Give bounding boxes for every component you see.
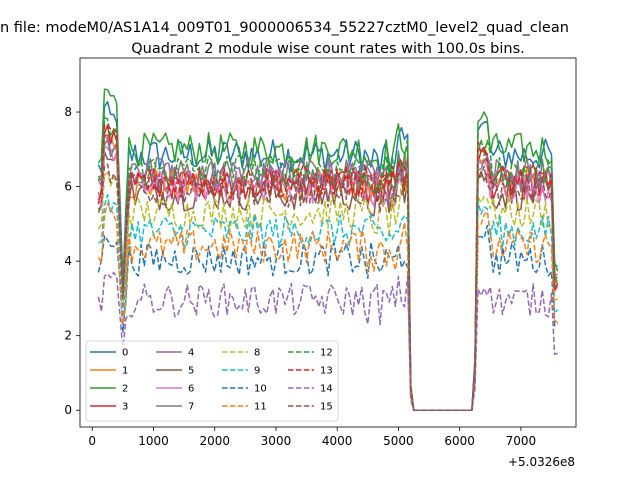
series-line-12 xyxy=(97,116,559,411)
y-tick-label: 2 xyxy=(64,329,72,343)
chart-title: Quadrant 2 module wise count rates with … xyxy=(131,41,525,57)
x-offset-label: +5.0326e8 xyxy=(508,455,575,469)
legend-label-7: 7 xyxy=(188,402,194,413)
series-line-13 xyxy=(97,123,559,411)
series-line-2 xyxy=(97,88,559,411)
series-line-9 xyxy=(98,194,559,411)
legend-label-2: 2 xyxy=(122,384,128,395)
plot-frame xyxy=(79,57,577,428)
series-line-14 xyxy=(97,271,558,411)
series-line-15 xyxy=(97,163,559,411)
legend-label-15: 15 xyxy=(320,402,333,413)
legend-label-1: 1 xyxy=(122,366,128,377)
y-tick-label: 0 xyxy=(64,403,72,417)
legend-label-13: 13 xyxy=(320,366,333,377)
series-line-11 xyxy=(97,202,559,411)
y-axis: 0 2 4 6 8 xyxy=(64,105,80,417)
figure-suptitle: n file: modeM0/AS1A14_009T01_9000006534_… xyxy=(0,20,569,36)
series-line-10 xyxy=(97,224,558,411)
x-tick-label: 5000 xyxy=(383,434,414,448)
plot-lines xyxy=(97,88,559,411)
x-tick-label: 6000 xyxy=(444,434,475,448)
legend-label-12: 12 xyxy=(320,348,333,359)
x-tick-label: 2000 xyxy=(199,434,230,448)
legend-label-14: 14 xyxy=(320,384,333,395)
legend-label-6: 6 xyxy=(188,384,194,395)
x-tick-label: 4000 xyxy=(322,434,353,448)
x-tick-label: 7000 xyxy=(506,434,537,448)
y-tick-label: 6 xyxy=(64,180,72,194)
legend-label-10: 10 xyxy=(254,384,267,395)
series-line-8 xyxy=(97,171,558,411)
legend-label-4: 4 xyxy=(188,348,194,359)
series-line-5 xyxy=(97,151,558,411)
y-tick-label: 4 xyxy=(64,254,72,268)
legend-label-3: 3 xyxy=(122,402,128,413)
series-line-6 xyxy=(97,144,559,411)
x-tick-label: 1000 xyxy=(138,434,169,448)
x-axis: 0 1000 2000 3000 4000 5000 6000 7000 xyxy=(88,427,536,448)
x-tick-label: 3000 xyxy=(261,434,292,448)
legend-label-5: 5 xyxy=(188,366,194,377)
y-tick-label: 8 xyxy=(64,105,72,119)
legend-box xyxy=(85,340,339,422)
legend-label-8: 8 xyxy=(254,348,260,359)
x-tick-label: 0 xyxy=(88,434,96,448)
legend-label-11: 11 xyxy=(254,402,267,413)
legend-label-9: 9 xyxy=(254,366,260,377)
legend-label-0: 0 xyxy=(122,348,128,359)
